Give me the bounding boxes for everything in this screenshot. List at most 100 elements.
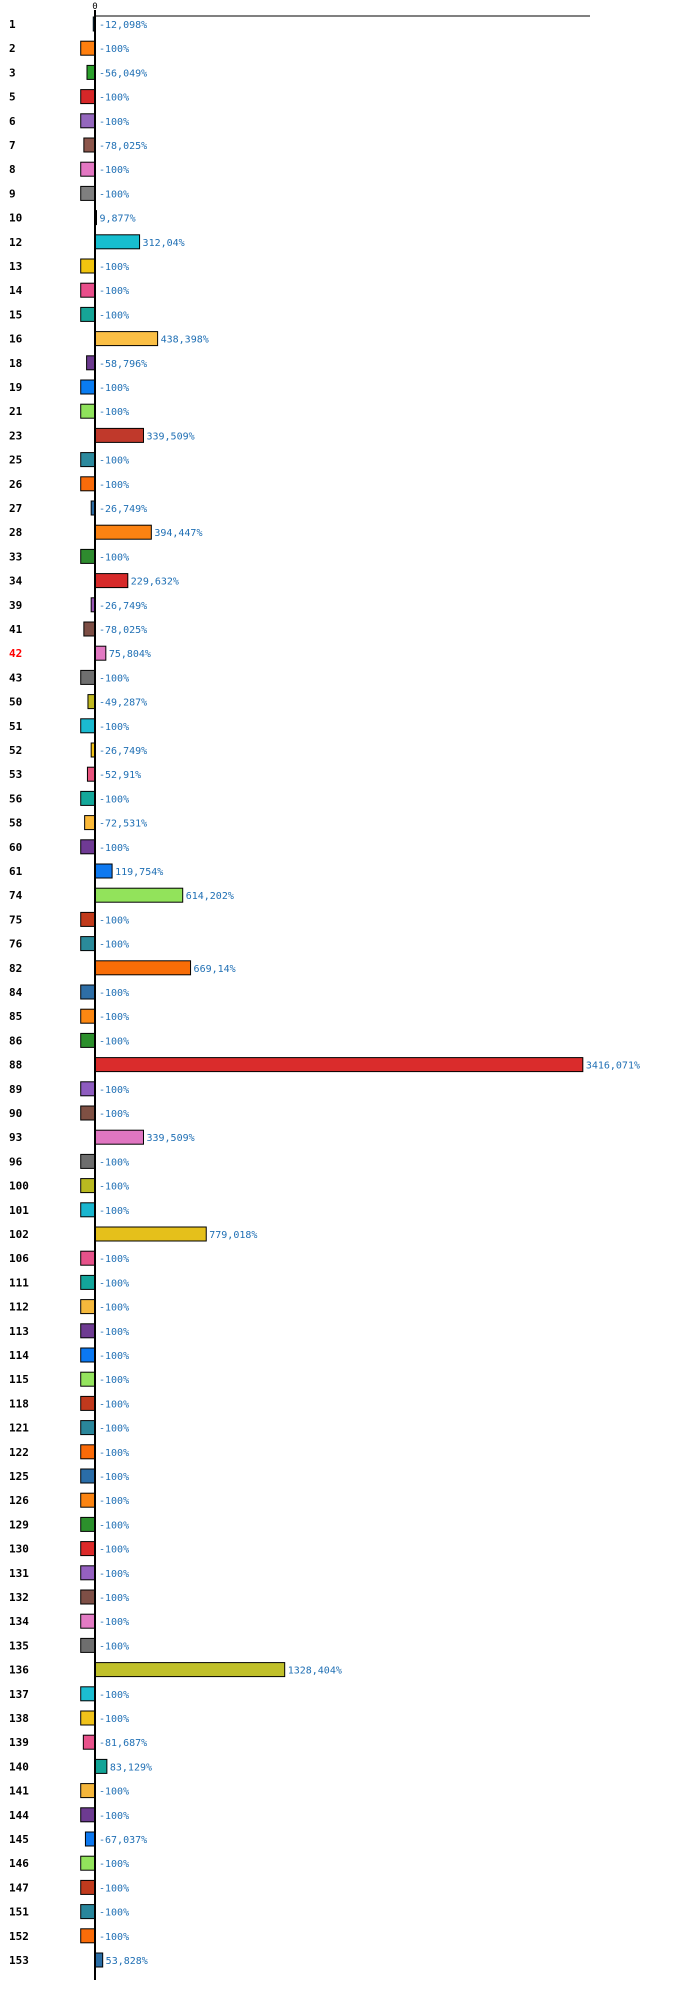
bar bbox=[80, 1299, 96, 1315]
value-label: -100% bbox=[99, 1375, 129, 1386]
category-label: 96 bbox=[9, 1155, 23, 1168]
category-label: 61 bbox=[9, 865, 23, 878]
category-label: 7 bbox=[9, 139, 16, 152]
category-label: 146 bbox=[9, 1857, 29, 1870]
value-label: -100% bbox=[99, 1690, 129, 1701]
bar bbox=[86, 355, 96, 371]
bar bbox=[80, 1541, 96, 1557]
category-label: 151 bbox=[9, 1906, 29, 1919]
category-label: 10 bbox=[9, 212, 22, 225]
category-label: 114 bbox=[9, 1349, 29, 1362]
bar bbox=[80, 984, 96, 1000]
category-label: 121 bbox=[9, 1422, 29, 1435]
bar bbox=[80, 1250, 96, 1266]
bar bbox=[80, 911, 96, 927]
value-label: -100% bbox=[99, 1932, 129, 1943]
value-label: -56,049% bbox=[99, 68, 147, 79]
value-label: -100% bbox=[99, 1157, 129, 1168]
bar bbox=[80, 282, 96, 298]
value-label: 614,202% bbox=[186, 891, 234, 902]
category-label: 111 bbox=[9, 1276, 29, 1289]
bar bbox=[94, 1662, 286, 1678]
bar bbox=[80, 1008, 96, 1024]
category-label: 129 bbox=[9, 1518, 29, 1531]
category-label: 88 bbox=[9, 1059, 22, 1072]
value-label: -100% bbox=[99, 988, 129, 999]
category-label: 137 bbox=[9, 1688, 29, 1701]
category-label: 152 bbox=[9, 1930, 29, 1943]
bar bbox=[94, 887, 184, 903]
value-label: 229,632% bbox=[131, 577, 179, 588]
bar bbox=[80, 718, 96, 734]
value-label: -100% bbox=[99, 262, 129, 273]
bar bbox=[80, 379, 96, 395]
bar bbox=[80, 40, 96, 56]
value-label: -49,287% bbox=[99, 698, 147, 709]
plot-area: 0 1 -12,098% 2 -100% 3 -56,049% 5 -100% 6 -100% 7 -7… bbox=[9, 2, 640, 1980]
bar bbox=[80, 1202, 96, 1218]
category-label: 1 bbox=[9, 18, 16, 31]
bar bbox=[80, 306, 96, 322]
category-label: 5 bbox=[9, 91, 16, 104]
category-label: 89 bbox=[9, 1083, 22, 1096]
category-label: 86 bbox=[9, 1034, 23, 1047]
category-label: 8 bbox=[9, 163, 16, 176]
bar bbox=[94, 331, 159, 347]
value-label: -100% bbox=[99, 1859, 129, 1870]
bar bbox=[94, 524, 152, 540]
category-label: 2 bbox=[9, 42, 16, 55]
category-label: 41 bbox=[9, 623, 23, 636]
value-label: 339,509% bbox=[146, 431, 194, 442]
category-label: 21 bbox=[9, 405, 23, 418]
value-label: 394,447% bbox=[154, 528, 202, 539]
value-label: 1328,404% bbox=[288, 1666, 342, 1677]
value-label: -81,687% bbox=[99, 1738, 147, 1749]
value-label: 438,398% bbox=[161, 335, 209, 346]
bar bbox=[80, 113, 96, 129]
value-label: -100% bbox=[99, 1545, 129, 1556]
bar bbox=[80, 185, 96, 201]
bar bbox=[80, 1855, 96, 1871]
value-label: -100% bbox=[99, 1012, 129, 1023]
bar bbox=[80, 1153, 96, 1169]
category-label: 28 bbox=[9, 526, 22, 539]
value-label: 119,754% bbox=[115, 867, 163, 878]
category-label: 60 bbox=[9, 841, 22, 854]
category-label: 13 bbox=[9, 260, 22, 273]
bar bbox=[80, 1879, 96, 1895]
bar bbox=[94, 1226, 207, 1242]
bar bbox=[80, 548, 96, 564]
bar bbox=[80, 1420, 96, 1436]
value-label: -100% bbox=[99, 165, 129, 176]
value-label: -78,025% bbox=[99, 625, 147, 636]
value-label: -100% bbox=[99, 286, 129, 297]
bar bbox=[86, 64, 96, 80]
bar bbox=[94, 1952, 104, 1968]
category-label: 42 bbox=[9, 647, 22, 660]
value-label: -26,749% bbox=[99, 601, 147, 612]
bar bbox=[87, 694, 96, 710]
bar bbox=[83, 621, 96, 637]
category-label: 15 bbox=[9, 308, 22, 321]
value-label: -100% bbox=[99, 1908, 129, 1919]
zero-tick-label: 0 bbox=[92, 2, 97, 12]
category-label: 113 bbox=[9, 1325, 29, 1338]
bar bbox=[86, 766, 96, 782]
category-label: 16 bbox=[9, 333, 23, 346]
bar bbox=[83, 137, 96, 153]
value-label: -100% bbox=[99, 1448, 129, 1459]
bar bbox=[80, 669, 96, 685]
category-label: 14 bbox=[9, 284, 23, 297]
bar bbox=[80, 1807, 96, 1823]
value-label: -78,025% bbox=[99, 141, 147, 152]
category-label: 74 bbox=[9, 889, 23, 902]
category-label: 134 bbox=[9, 1615, 29, 1628]
value-label: -58,796% bbox=[99, 359, 147, 370]
category-label: 75 bbox=[9, 913, 22, 926]
bar bbox=[94, 234, 141, 250]
bar bbox=[80, 1565, 96, 1581]
value-label: -72,531% bbox=[99, 819, 147, 830]
bar bbox=[84, 1831, 96, 1847]
value-label: -100% bbox=[99, 1254, 129, 1265]
value-label: 339,509% bbox=[146, 1133, 194, 1144]
